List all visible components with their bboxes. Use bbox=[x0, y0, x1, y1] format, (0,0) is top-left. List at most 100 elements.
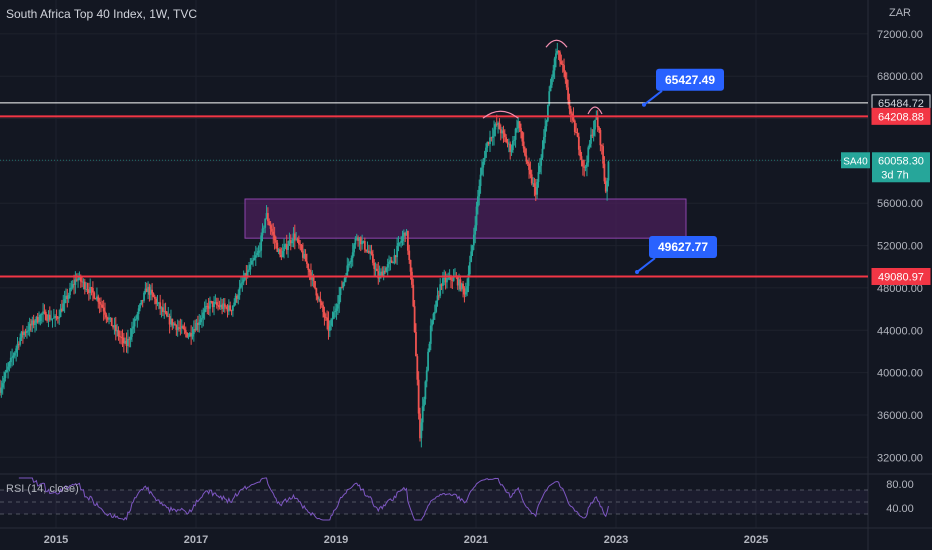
candle-body bbox=[437, 295, 440, 297]
candle-body bbox=[125, 340, 128, 346]
candle-body bbox=[503, 133, 506, 138]
candle-body bbox=[256, 252, 259, 256]
candle-body bbox=[300, 244, 303, 251]
candle-body bbox=[5, 369, 8, 373]
candle-body bbox=[563, 65, 565, 72]
interval[interactable]: 1W bbox=[149, 7, 167, 21]
candle-body bbox=[326, 317, 329, 321]
candle-body bbox=[201, 318, 203, 320]
candle-body bbox=[35, 316, 38, 323]
candle-body bbox=[427, 351, 429, 371]
price-tick-label: 32000.00 bbox=[877, 452, 923, 464]
candle-body bbox=[66, 295, 69, 300]
candle-body bbox=[606, 180, 609, 192]
candle-body bbox=[412, 284, 415, 307]
price-callouts[interactable]: 65427.49 49627.77 bbox=[635, 68, 724, 275]
rsi-tick-label: 40.00 bbox=[886, 503, 914, 515]
candle-body bbox=[254, 255, 257, 258]
rsi-pane[interactable]: RSI (14, close) 80.00 40.00 bbox=[0, 477, 914, 521]
candle-body bbox=[271, 228, 273, 232]
candle-body bbox=[436, 295, 439, 301]
candle-body bbox=[187, 336, 190, 338]
candle-body bbox=[222, 303, 225, 309]
candle-body bbox=[38, 320, 40, 323]
candle-body bbox=[63, 299, 66, 304]
callout-box[interactable] bbox=[649, 236, 717, 259]
candle-body bbox=[303, 254, 306, 258]
candle-body bbox=[482, 161, 485, 168]
candle-body bbox=[28, 323, 31, 331]
candle-body bbox=[299, 244, 302, 246]
candle-body bbox=[481, 167, 483, 175]
candle-body bbox=[452, 276, 455, 281]
candle-body bbox=[108, 318, 110, 320]
candle-body bbox=[283, 247, 285, 252]
candle-body bbox=[172, 323, 175, 326]
candle-body bbox=[432, 313, 435, 321]
candle-body bbox=[526, 161, 529, 164]
candle-body bbox=[315, 288, 318, 296]
candle-body bbox=[217, 304, 219, 306]
candle-body bbox=[402, 232, 405, 237]
candle-body bbox=[576, 133, 579, 137]
candle-body bbox=[32, 320, 35, 325]
candle-body bbox=[591, 134, 594, 136]
candle-body bbox=[264, 218, 267, 228]
candle-body bbox=[518, 121, 521, 128]
candle-body bbox=[120, 336, 123, 338]
demand-zone-rect[interactable] bbox=[244, 198, 687, 239]
candle-body bbox=[568, 99, 571, 109]
last-price-tag bbox=[872, 152, 930, 183]
candle-body bbox=[198, 322, 201, 325]
candle-body bbox=[603, 163, 606, 182]
candle-body bbox=[528, 163, 530, 170]
candle-body bbox=[459, 279, 462, 290]
candle-body bbox=[101, 304, 104, 308]
candle-body bbox=[548, 91, 551, 105]
candle-body bbox=[183, 328, 186, 331]
candle-body bbox=[312, 276, 315, 281]
candle-body bbox=[19, 337, 22, 345]
candle-body bbox=[429, 325, 432, 344]
candle-body bbox=[179, 327, 182, 329]
candle-body bbox=[510, 150, 513, 152]
candle-body bbox=[536, 181, 539, 195]
candle-body bbox=[384, 270, 386, 273]
candle-body bbox=[159, 302, 162, 309]
candle-body bbox=[124, 340, 127, 344]
candle-body bbox=[34, 322, 36, 325]
candle-body bbox=[266, 213, 269, 222]
candle-body bbox=[69, 288, 71, 296]
candle-body bbox=[564, 71, 567, 80]
candle-body bbox=[421, 406, 424, 423]
candle-body bbox=[324, 317, 327, 319]
demand-zone[interactable] bbox=[244, 198, 687, 239]
candle-body bbox=[55, 315, 58, 319]
candle-body bbox=[341, 287, 343, 289]
candle-body bbox=[249, 264, 252, 270]
candle-body bbox=[308, 270, 311, 273]
candle-body bbox=[419, 413, 421, 439]
candle-body bbox=[365, 249, 368, 252]
candle-body bbox=[596, 117, 599, 128]
candle-body bbox=[358, 237, 361, 241]
candle-body bbox=[219, 304, 222, 308]
candle-body bbox=[328, 325, 331, 331]
callout-box[interactable] bbox=[656, 68, 724, 91]
candle-body bbox=[331, 318, 334, 320]
candle-body bbox=[332, 312, 335, 319]
time-axis[interactable]: 2015 2017 2019 2021 2023 2025 bbox=[44, 534, 768, 546]
candle-body bbox=[62, 303, 65, 312]
candle-body bbox=[425, 370, 428, 382]
candle-body bbox=[140, 300, 143, 305]
candle-body bbox=[20, 331, 23, 338]
candle-body bbox=[552, 70, 555, 77]
horizontal-levels[interactable] bbox=[0, 102, 868, 278]
candle-body bbox=[24, 332, 27, 333]
candle-body bbox=[89, 287, 92, 293]
candle-body bbox=[466, 286, 469, 293]
candle-body bbox=[553, 58, 556, 71]
candle-body bbox=[137, 308, 140, 315]
